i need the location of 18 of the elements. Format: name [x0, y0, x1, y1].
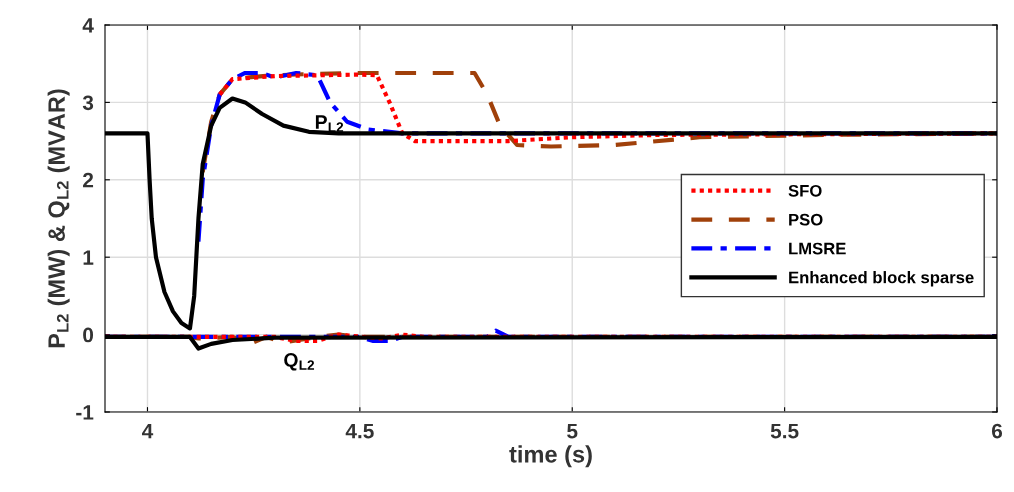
- y-tick-label: -1: [76, 405, 94, 420]
- y-axis-title: P$_{L2}$ (MW) & Q$_{L2}$ (MVAR): [47, 89, 70, 348]
- x-tick-label: 4: [142, 423, 154, 439]
- y-tick-label: 2: [83, 172, 94, 188]
- x-tick-label: 4.5: [345, 423, 374, 439]
- legend-label: PSO: [789, 213, 823, 226]
- x-tick-label: 5.5: [770, 423, 799, 439]
- y-tick-label: 3: [82, 95, 94, 111]
- x-tick-label: 5: [567, 423, 578, 439]
- legend-label: Enhanced block sparse: [789, 271, 974, 287]
- legend-label: LMSRE: [789, 242, 846, 255]
- y-tick-label: 1: [83, 250, 94, 265]
- x-tick-label: 6: [991, 423, 1003, 439]
- y-tick-label: 0: [83, 327, 94, 343]
- annotation: Q$_{L2}$: [284, 353, 315, 371]
- x-axis-title: time (s): [509, 445, 592, 468]
- y-tick-label: 4: [82, 18, 94, 33]
- legend-label: SFO: [788, 184, 822, 197]
